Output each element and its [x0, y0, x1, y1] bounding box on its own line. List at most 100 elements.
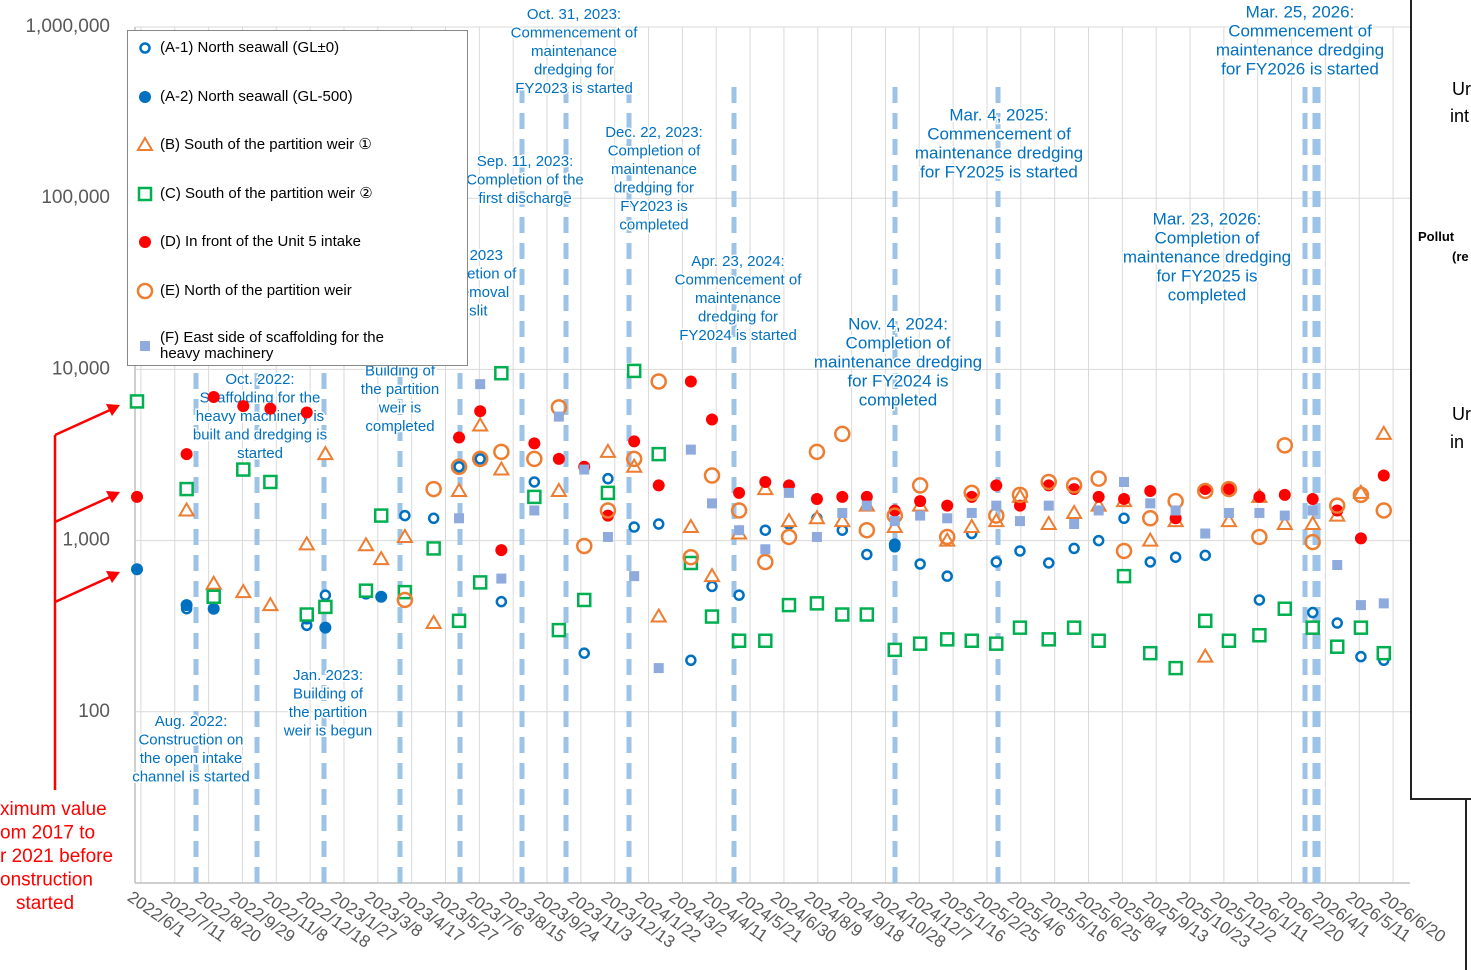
point [963, 484, 980, 502]
point [204, 574, 223, 590]
event-text: completed [365, 418, 434, 435]
point [1306, 606, 1319, 619]
point [682, 548, 700, 566]
point [136, 282, 154, 299]
point [760, 544, 771, 555]
note-text: r 2021 before [0, 846, 113, 867]
legend-item: (D) In front of the Unit 5 intake [136, 233, 461, 251]
legend-item: (A-1) North seawall (GL±0) [136, 39, 461, 57]
legend-text: (F) East side of scaffolding for the hea… [160, 329, 384, 362]
point [1116, 568, 1132, 584]
point [529, 505, 540, 516]
point [1092, 490, 1105, 503]
point [474, 453, 486, 465]
point [811, 531, 822, 542]
event-text: maintenance [611, 161, 697, 178]
point [1279, 510, 1290, 521]
point [1328, 497, 1346, 514]
point [527, 489, 542, 505]
point [1200, 528, 1211, 539]
side-box [1465, 800, 1471, 970]
legend-marker [137, 186, 153, 201]
event-text: maintenance dredging [915, 143, 1083, 162]
event-text: heavy machinery is [196, 408, 324, 425]
point [300, 406, 313, 419]
event-text: Commencement of [675, 271, 803, 288]
point [492, 460, 511, 476]
point [703, 467, 721, 484]
point [1041, 632, 1056, 647]
side-text: Ur [1452, 404, 1471, 425]
point [963, 518, 981, 534]
legend-item: (F) East side of scaffolding for the hea… [136, 330, 461, 362]
point [625, 450, 643, 468]
point [1377, 469, 1390, 482]
point [912, 636, 928, 651]
point [399, 509, 411, 522]
point [707, 498, 718, 509]
point [137, 186, 153, 201]
point [474, 405, 487, 418]
event-text: Nov. 4, 2024: [848, 314, 948, 333]
side-text: Pollut [1418, 229, 1455, 245]
point [373, 508, 389, 523]
point [733, 589, 745, 601]
point [1199, 483, 1212, 496]
point [733, 486, 746, 499]
event-text: the partition [361, 381, 439, 398]
point [808, 443, 826, 461]
event-text: maintenance dredging [1123, 247, 1291, 266]
point [989, 636, 1004, 651]
point [1306, 492, 1319, 505]
point [914, 558, 926, 570]
point [1090, 470, 1107, 487]
point [780, 512, 798, 528]
point [991, 500, 1002, 511]
event-text: Commencement of [1228, 21, 1372, 40]
point [783, 487, 794, 498]
point [550, 481, 568, 497]
point [1142, 510, 1159, 527]
event-text: completed [1168, 285, 1246, 304]
event-text: Mar. 25, 2026: [1246, 2, 1355, 21]
legend-marker [139, 90, 151, 103]
event-text: weir is [378, 399, 422, 416]
point [1276, 515, 1294, 531]
legend-text: (D) In front of the Unit 5 intake [160, 233, 361, 250]
event-text: dredging for [614, 179, 694, 196]
note-arrow [54, 495, 111, 524]
point [758, 633, 773, 649]
point [833, 512, 852, 528]
point [1355, 650, 1367, 663]
event-text: Aug. 2022: [155, 713, 228, 730]
event-text: started [237, 445, 283, 462]
event-text: dredging for [534, 61, 614, 78]
point [1145, 498, 1156, 509]
y-tick-label: 10,000 [52, 358, 110, 379]
point [653, 663, 664, 674]
point [888, 504, 901, 517]
point [1254, 507, 1265, 518]
point [237, 400, 250, 413]
point [942, 513, 953, 524]
event-text: FY2023 is started [515, 80, 633, 97]
point [451, 613, 467, 629]
point [649, 607, 668, 623]
arrow-head [106, 404, 120, 416]
point [1331, 617, 1343, 629]
point [316, 445, 335, 461]
point [1332, 560, 1343, 571]
point [730, 502, 748, 519]
point [495, 544, 508, 557]
point [1276, 437, 1294, 454]
point [1331, 504, 1344, 517]
point [759, 475, 772, 488]
side-text: (re [1452, 249, 1469, 265]
point [757, 553, 774, 571]
y-tick-label: 100,000 [41, 187, 110, 208]
event-text: for FY2026 is started [1221, 59, 1379, 78]
point [578, 647, 591, 659]
point [318, 599, 333, 615]
point [236, 462, 251, 477]
note-arrow [54, 408, 111, 437]
